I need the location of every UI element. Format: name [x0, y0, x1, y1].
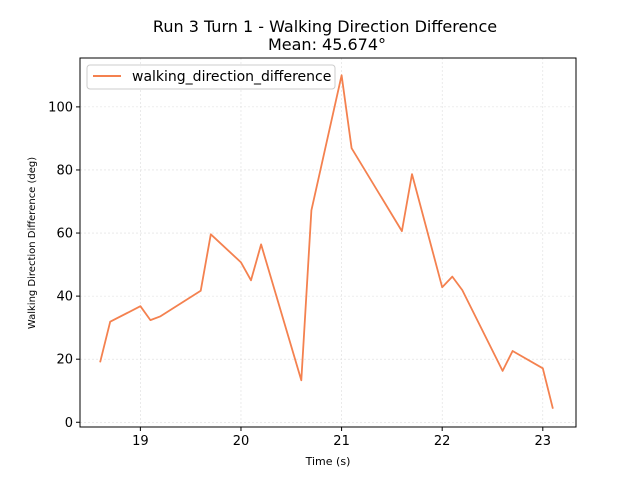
y-tick-label: 80: [56, 163, 73, 178]
data-point: [139, 305, 141, 307]
y-tick-label: 0: [65, 416, 73, 431]
data-point: [250, 279, 252, 281]
x-tick-label: 21: [333, 434, 350, 449]
x-axis-label: Time (s): [305, 455, 351, 468]
legend: walking_direction_difference: [86, 64, 336, 90]
data-point: [159, 315, 161, 317]
chart-title: Run 3 Turn 1 - Walking Direction Differe…: [153, 17, 497, 36]
data-point: [441, 286, 443, 288]
data-point: [109, 320, 111, 322]
y-tick-label: 100: [48, 100, 73, 115]
y-tick-label: 20: [56, 353, 73, 368]
data-point: [411, 173, 413, 175]
data-point: [350, 147, 352, 149]
y-tick-label: 60: [56, 227, 73, 242]
data-point: [149, 319, 151, 321]
data-point: [240, 261, 242, 263]
data-point: [511, 350, 513, 352]
x-tick-label: 22: [434, 434, 451, 449]
data-point: [200, 290, 202, 292]
x-tick-label: 20: [233, 434, 250, 449]
data-point: [300, 379, 302, 381]
data-point: [310, 209, 312, 211]
ticks-layer: 19 20 21 22 23 0 20 40 60 80 100: [48, 100, 551, 449]
data-point: [340, 74, 342, 76]
x-tick-label: 19: [132, 434, 149, 449]
x-tick-label: 23: [535, 434, 552, 449]
data-point: [461, 289, 463, 291]
data-point: [210, 233, 212, 235]
data-point: [451, 275, 453, 277]
plot-frame: [79, 57, 577, 428]
data-point: [99, 361, 101, 363]
legend-label: walking_direction_difference: [132, 69, 331, 85]
y-tick-label: 40: [56, 290, 73, 305]
chart-subtitle: Mean: 45.674°: [268, 35, 386, 54]
series-line: [99, 74, 554, 409]
data-point: [501, 370, 503, 372]
data-point: [552, 408, 554, 410]
legend-box: [86, 64, 336, 90]
data-point: [260, 243, 262, 245]
series-layer: [99, 74, 554, 410]
y-axis-label: Walking Direction Difference (deg): [27, 157, 38, 329]
data-point: [542, 367, 544, 369]
data-point: [401, 230, 403, 232]
grid: [80, 58, 576, 427]
